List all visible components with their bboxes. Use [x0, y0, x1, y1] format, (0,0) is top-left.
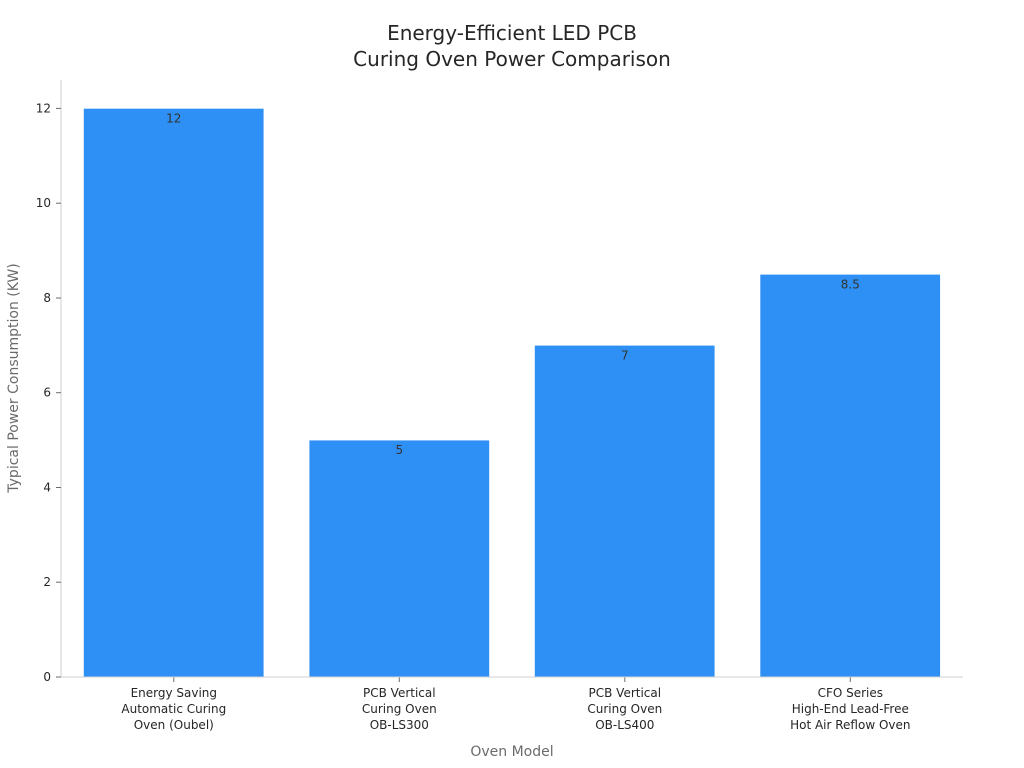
bar-data-label-1: 12	[166, 111, 181, 125]
bar-2	[308, 439, 490, 678]
x-axis-title: Oven Model	[470, 744, 553, 760]
y-tick-label-4: 8	[43, 291, 51, 305]
y-tick-label-1: 2	[43, 575, 51, 589]
axes-layer: Energy Saving Automatic Curing Oven (Oubel…	[36, 80, 963, 732]
bars-layer: 12 5 7 8.5	[83, 108, 941, 678]
bar-1	[83, 108, 265, 678]
y-tick-label-5: 10	[36, 196, 51, 210]
chart-title-line-1: Energy-Efficient LED PCB	[387, 21, 637, 45]
bar-data-label-2: 5	[395, 443, 403, 457]
y-axis-title: Typical Power Consumption (KW)	[6, 263, 22, 493]
y-tick-label-3: 6	[43, 386, 51, 400]
bar-3	[534, 344, 716, 678]
bar-data-label-4: 8.5	[841, 277, 860, 291]
x-tick-label-4: CFO Series High-End Lead-Free Hot Air Refl…	[790, 686, 910, 732]
x-tick-label-2: PCB Vertical Curing Oven OB-LS300	[362, 686, 437, 732]
bar-4	[759, 273, 941, 678]
y-tick-label-6: 12	[36, 101, 51, 115]
x-tick-label-1: Energy Saving Automatic Curing Oven (Oubel…	[121, 686, 226, 732]
chart-title-line-2: Curing Oven Power Comparison	[353, 47, 671, 71]
bar-data-label-3: 7	[621, 348, 629, 362]
x-tick-label-3: PCB Vertical Curing Oven OB-LS400	[587, 686, 662, 732]
y-tick-label-0: 0	[43, 670, 51, 684]
y-tick-label-2: 4	[43, 481, 51, 495]
